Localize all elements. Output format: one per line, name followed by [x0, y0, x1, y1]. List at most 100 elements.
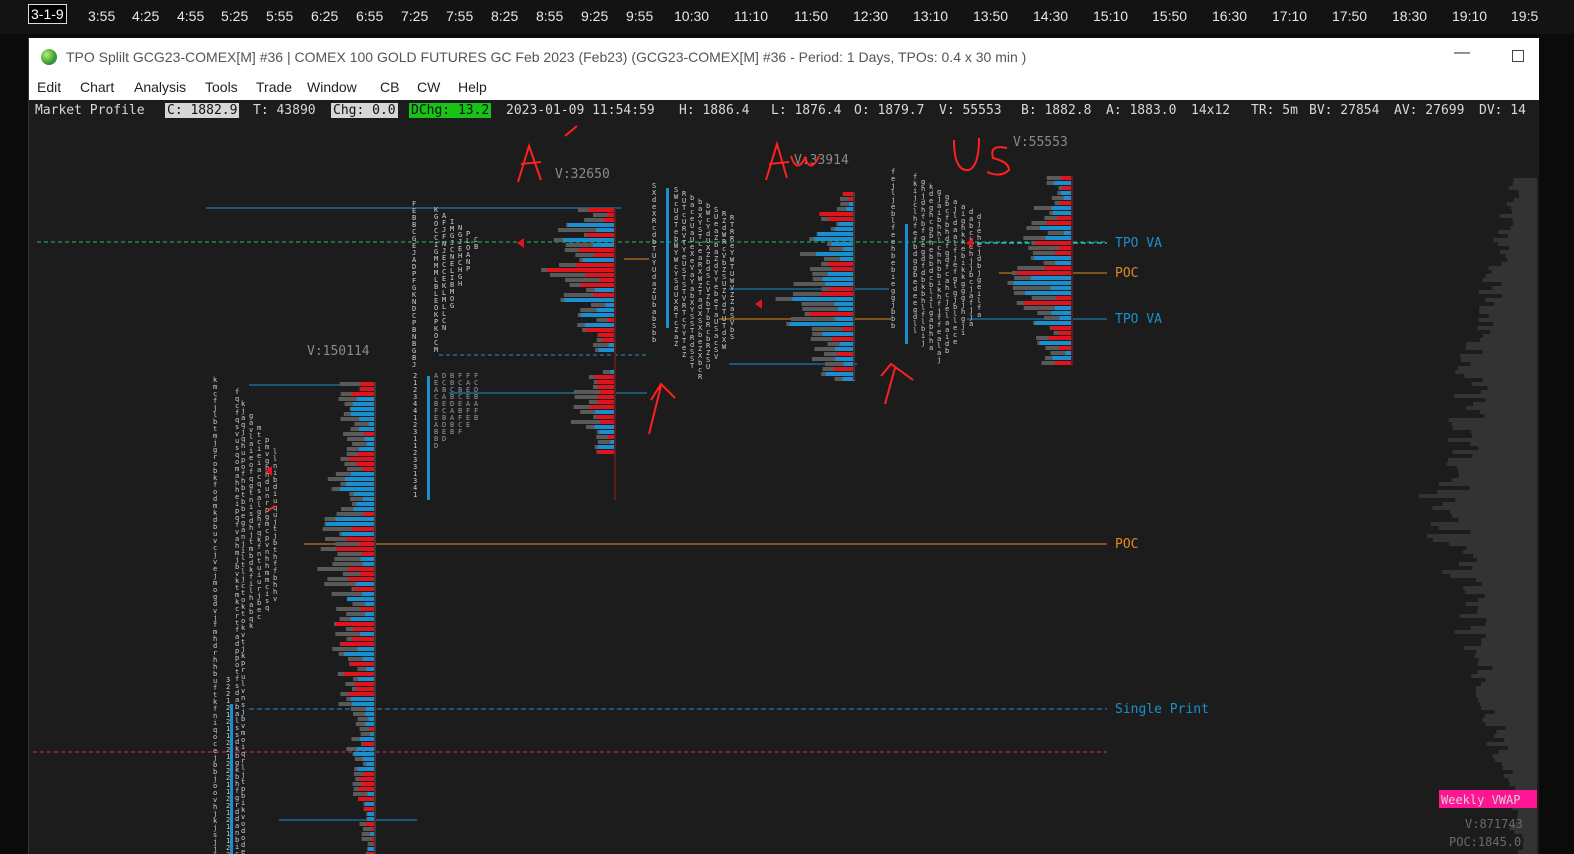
profile-bar-buy	[1060, 191, 1073, 195]
tpo-letter: e	[929, 246, 933, 254]
profile-bar-sell	[600, 420, 616, 424]
tpo-letter: L	[450, 267, 454, 275]
tpo-letter: i	[921, 332, 925, 340]
menu-cb[interactable]: CB	[380, 79, 400, 95]
composite-volume-bar	[1452, 478, 1537, 482]
profile-bar-sell	[597, 395, 616, 399]
profile-bar-gray	[360, 732, 376, 736]
profile-bar-sell	[828, 217, 855, 221]
tpo-letter: e	[257, 606, 261, 614]
tpo-letter: E	[466, 393, 470, 401]
profile-axis	[614, 208, 616, 500]
tpo-letter: G	[450, 232, 454, 240]
tpo-letter: f	[213, 481, 217, 489]
menu-window[interactable]: Window	[307, 79, 357, 95]
tpo-letter: b	[929, 260, 933, 268]
profile-bar-sell	[1048, 336, 1073, 340]
tpo-letter: O	[434, 220, 438, 228]
menu-help[interactable]: Help	[458, 79, 487, 95]
composite-volume-bar	[1457, 366, 1537, 370]
profile-bar-gray	[596, 318, 616, 322]
profile-bar-buy	[834, 227, 855, 231]
tpo-letter: h	[891, 245, 895, 253]
profile-bar-buy	[359, 417, 376, 421]
composite-volume-bar	[1478, 698, 1537, 702]
profile-bar-sell	[1054, 251, 1073, 255]
profile-bar-buy	[1013, 281, 1073, 285]
menu-analysis[interactable]: Analysis	[134, 79, 187, 95]
profile-bar-buy	[363, 497, 376, 501]
tpo-letter: u	[257, 578, 261, 586]
poc-current-label: POC	[1115, 266, 1138, 281]
tpo-letter: N	[442, 240, 446, 248]
tpo-letter: r	[257, 585, 261, 593]
composite-volume-bar	[1418, 494, 1537, 498]
tpo-letter: l	[241, 568, 245, 576]
tpo-letter: K	[434, 311, 439, 319]
tpo-letter: o	[213, 789, 217, 797]
profile-bar-buy	[368, 717, 376, 721]
profile-axis	[1071, 176, 1073, 366]
composite-volume-bar	[1494, 758, 1537, 762]
profile-bar-buy	[1054, 306, 1073, 310]
tpo-letter: 2	[226, 704, 230, 712]
market-profile-chart[interactable]: TPO VA POC TPO VA POC Single Print V:150…	[29, 122, 1539, 854]
tpo-letter: N	[466, 258, 470, 266]
profile-bar-sell	[593, 253, 616, 257]
tpo-letter: E	[434, 414, 438, 422]
tpo-letter: h	[929, 239, 933, 247]
tpo-letter: p	[265, 436, 269, 444]
tpo-letter: T	[674, 221, 679, 229]
tpo-letter: i	[257, 571, 261, 579]
tpo-letter: b	[945, 347, 949, 355]
tpo-letter: B	[474, 243, 478, 251]
tpo-letter: h	[235, 780, 239, 788]
composite-volume-bar	[1503, 774, 1537, 778]
composite-volume-bar	[1453, 394, 1537, 398]
tpo-letter: 1	[413, 442, 417, 450]
menu-chart[interactable]: Chart	[80, 79, 115, 95]
profile-bar-gray	[811, 327, 855, 331]
maximize-button[interactable]	[1512, 50, 1524, 62]
profile-bar-gray	[839, 197, 855, 201]
tpo-letter: a	[241, 526, 245, 534]
menu-tools[interactable]: Tools	[205, 79, 238, 95]
tpo-letter: t	[273, 546, 277, 554]
profile-bar-buy	[610, 440, 616, 444]
tpo-letter: 2	[226, 767, 230, 775]
tpo-letter: n	[265, 492, 269, 500]
tpo-letter: e	[682, 253, 686, 261]
tpo-letter: A	[450, 414, 455, 422]
profile-bar-gray	[825, 362, 855, 366]
tpo-letter: o	[213, 586, 217, 594]
tpo-letter: j	[273, 532, 277, 540]
composite-volume-bar	[1518, 850, 1537, 854]
tpo-letter: o	[213, 782, 217, 790]
profile-bar-sell	[1058, 246, 1073, 250]
tpo-letter: a	[652, 308, 656, 316]
minimize-button[interactable]: —	[1454, 44, 1470, 61]
tpo-letter: b	[652, 315, 656, 323]
profile-bar-sell	[360, 382, 376, 386]
tpo-letter: Y	[714, 269, 719, 277]
menu-edit[interactable]: Edit	[37, 79, 62, 95]
profile-bar-buy	[340, 487, 376, 491]
tpo-letter: a	[714, 311, 718, 319]
tpo-letter: 3	[413, 463, 417, 471]
tpo-letter: V	[682, 295, 687, 303]
menu-trade[interactable]: Trade	[256, 79, 293, 95]
menu-cw[interactable]: CW	[417, 79, 441, 95]
composite-volume-bar	[1479, 338, 1537, 342]
profile-bar-buy	[366, 442, 376, 446]
composite-volume-bar	[1463, 586, 1537, 590]
tpo-letter: g	[937, 188, 941, 196]
tpo-letter: r	[235, 612, 239, 620]
tpo-letter: e	[682, 344, 686, 352]
tpo-letter: h	[937, 230, 941, 238]
profile-bar-sell	[357, 452, 376, 456]
tpo-letter: d	[929, 267, 933, 275]
tpo-letter: f	[921, 311, 925, 319]
tpo-letter: n	[213, 712, 217, 720]
tpo-letter: d	[235, 640, 239, 648]
tpo-letter: i	[257, 445, 261, 453]
